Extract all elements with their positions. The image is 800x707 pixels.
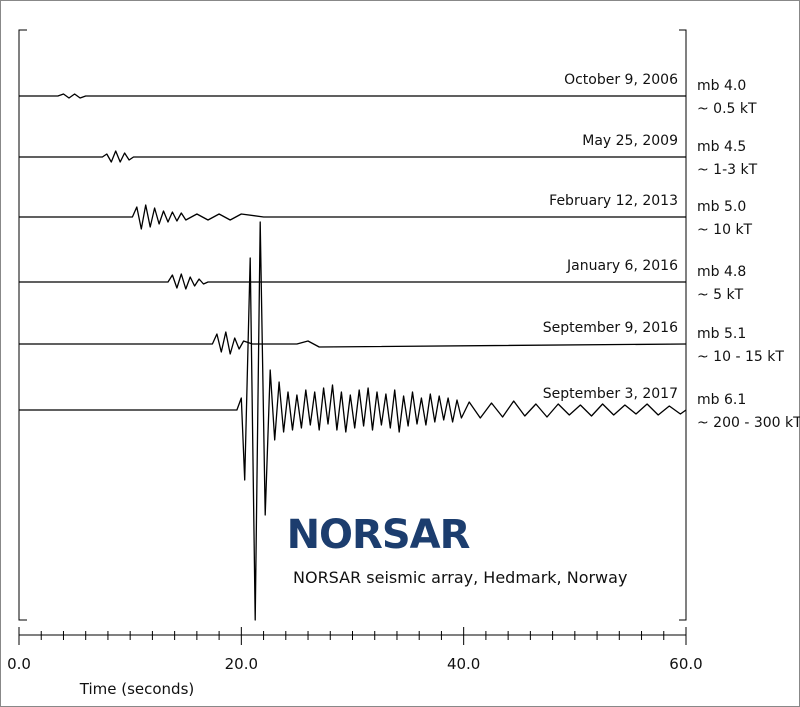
waveform xyxy=(19,331,687,355)
x-tick-label: 60.0 xyxy=(669,655,702,673)
x-tick-label: 20.0 xyxy=(225,655,258,673)
trace-date: February 12, 2013 xyxy=(549,193,678,209)
trace-yield: ~ 5 kT xyxy=(697,287,744,303)
x-axis-label: Time (seconds) xyxy=(79,680,195,698)
waveform xyxy=(19,150,686,163)
trace-date: September 9, 2016 xyxy=(543,320,678,336)
x-tick-label: 0.0 xyxy=(7,655,31,673)
x-tick-label: 40.0 xyxy=(447,655,480,673)
trace-date: May 25, 2009 xyxy=(582,133,678,149)
caption: NORSAR seismic array, Hedmark, Norway xyxy=(293,568,627,587)
trace-magnitude: mb 5.1 xyxy=(697,326,746,342)
trace-magnitude: mb 4.0 xyxy=(697,78,746,94)
waveform xyxy=(19,221,687,621)
trace-yield: ~ 200 - 300 kT xyxy=(697,415,800,431)
trace-date: January 6, 2016 xyxy=(566,258,678,274)
waveform xyxy=(19,273,686,290)
trace-magnitude: mb 4.5 xyxy=(697,139,746,155)
logo: NORSAR xyxy=(287,512,470,558)
waveform xyxy=(19,204,686,230)
trace-magnitude: mb 6.1 xyxy=(697,392,746,408)
trace-magnitude: mb 4.8 xyxy=(697,264,746,280)
trace-yield: ~ 10 kT xyxy=(697,222,753,238)
trace-magnitude: mb 5.0 xyxy=(697,199,746,215)
trace-date: September 3, 2017 xyxy=(543,386,678,402)
trace-yield: ~ 10 - 15 kT xyxy=(697,349,784,365)
trace-yield: ~ 0.5 kT xyxy=(697,101,757,117)
waveform xyxy=(19,93,686,99)
plot-frame xyxy=(18,29,687,621)
trace-yield: ~ 1-3 kT xyxy=(697,162,758,178)
trace-date: October 9, 2006 xyxy=(564,72,678,88)
